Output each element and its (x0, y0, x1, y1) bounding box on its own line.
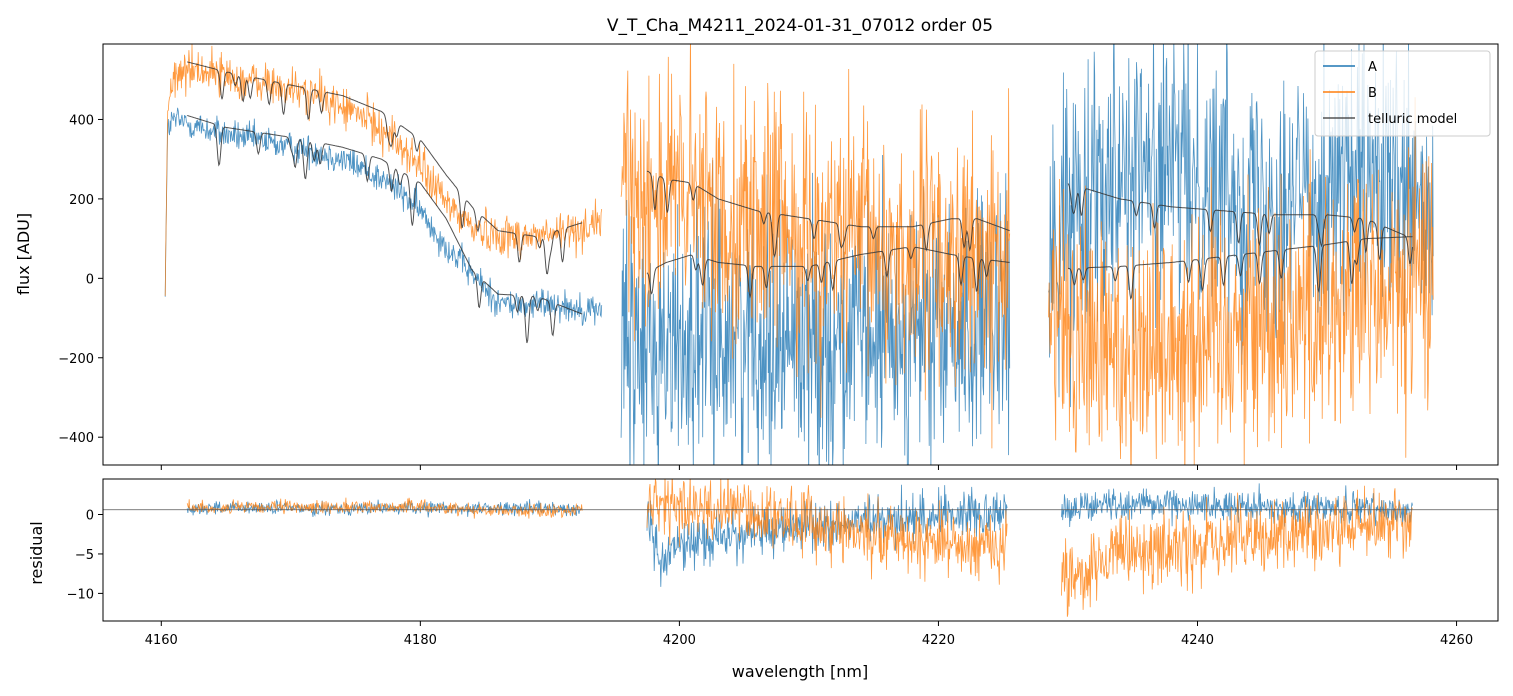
residual-plot-area (103, 479, 1498, 617)
main-x-ticks (160, 465, 1458, 470)
x-tick-label: 4200 (663, 633, 696, 648)
series-a-segment (620, 154, 1011, 465)
x-tick-label: 4160 (145, 633, 178, 648)
series-a-segment (1048, 44, 1434, 408)
legend-box (1314, 50, 1491, 137)
series-b-segment (1048, 97, 1434, 465)
telluric-model-line (187, 115, 583, 344)
legend-label-telluric-model: telluric model (1368, 112, 1457, 127)
telluric-model-line (187, 61, 583, 275)
telluric-model-line (1067, 183, 1413, 264)
legend-label-a: A (1368, 60, 1377, 75)
series-b-segment (620, 44, 1011, 449)
main-y-ticks: −400 −200 0 200 400 (58, 113, 103, 446)
residual-y-ticks: −10 −5 0 (67, 509, 103, 602)
main-y-tick-label: 0 (86, 272, 94, 287)
telluric-model-line (1068, 236, 1413, 300)
main-plot-area (164, 44, 1434, 465)
main-y-tick-label: 200 (69, 193, 94, 208)
legend: A B telluric model (1314, 50, 1491, 137)
residual-axes-frame (102, 478, 1499, 622)
main-y-tick-label: −400 (58, 431, 94, 446)
telluric-model-line (646, 170, 1010, 258)
residual-y-tick-label: −5 (75, 548, 94, 563)
x-tick-label: 4260 (1440, 633, 1473, 648)
residual-y-tick-label: −10 (67, 587, 94, 602)
residual-y-tick-label: 0 (86, 509, 94, 524)
x-tick-label: 4220 (922, 633, 955, 648)
chart-title: V_T_Cha_M4211_2024-01-31_07012 order 05 (607, 16, 993, 36)
residual-a-segment (186, 498, 583, 518)
legend-label-b: B (1368, 86, 1377, 101)
x-tick-label: 4240 (1181, 633, 1214, 648)
residual-a-segment (646, 484, 1008, 587)
telluric-model-line (646, 246, 1010, 299)
main-axes-frame (102, 43, 1499, 466)
series-b-segment (164, 44, 603, 296)
residual-b-segment (646, 479, 1008, 585)
main-y-axis-label: flux [ADU] (14, 213, 33, 295)
main-y-tick-label: −200 (58, 352, 94, 367)
x-tick-label: 4180 (404, 633, 437, 648)
residual-y-axis-label: residual (27, 521, 46, 584)
main-y-tick-label: 400 (69, 113, 94, 128)
x-axis-label: wavelength [nm] (732, 662, 869, 681)
residual-x-ticks: 4160 4180 4200 4220 4240 4260 (145, 621, 1473, 648)
residual-b-segment (1061, 485, 1413, 617)
